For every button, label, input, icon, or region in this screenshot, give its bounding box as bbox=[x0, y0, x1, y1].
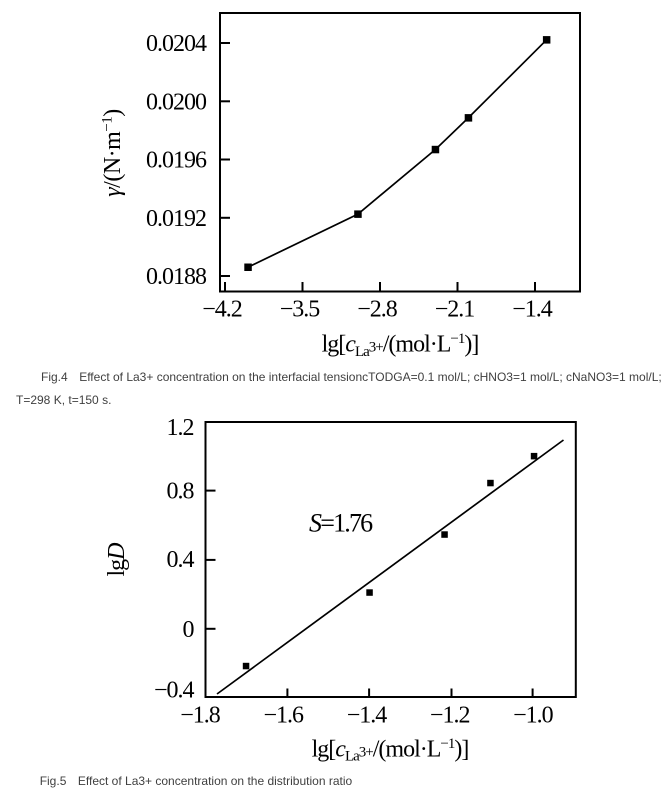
svg-text:−1.6: −1.6 bbox=[264, 702, 305, 728]
svg-text:0.0188: 0.0188 bbox=[146, 264, 207, 290]
svg-text:−4.2: −4.2 bbox=[202, 296, 242, 322]
svg-text:1.2: 1.2 bbox=[167, 415, 194, 441]
svg-text:0.0204: 0.0204 bbox=[146, 31, 207, 57]
svg-text:−0.4: −0.4 bbox=[154, 678, 195, 704]
svg-text:−3.5: −3.5 bbox=[280, 296, 321, 322]
svg-text:−2.8: −2.8 bbox=[357, 296, 398, 322]
svg-text:S=1.76: S=1.76 bbox=[309, 509, 373, 538]
svg-text:lgD: lgD bbox=[104, 543, 130, 577]
svg-text:−1.0: −1.0 bbox=[513, 702, 554, 728]
svg-text:0.4: 0.4 bbox=[167, 547, 195, 573]
svg-text:−1.2: −1.2 bbox=[430, 702, 470, 728]
svg-text:0: 0 bbox=[183, 617, 195, 643]
svg-text:γ/(N·m−1): γ/(N·m−1) bbox=[100, 109, 127, 197]
svg-text:−1.4: −1.4 bbox=[512, 296, 553, 322]
svg-text:0.0192: 0.0192 bbox=[146, 206, 206, 232]
svg-text:lg[cLa3+/(mol·L−1)]: lg[cLa3+/(mol·L−1)] bbox=[312, 736, 469, 765]
svg-text:0.8: 0.8 bbox=[167, 479, 195, 505]
svg-text:−1.8: −1.8 bbox=[180, 702, 221, 728]
svg-text:−1.4: −1.4 bbox=[347, 702, 388, 728]
svg-text:lg[cLa3+/(mol·L−1)]: lg[cLa3+/(mol·L−1)] bbox=[322, 331, 479, 360]
svg-text:0.0200: 0.0200 bbox=[146, 89, 207, 115]
svg-text:−2.1: −2.1 bbox=[435, 296, 475, 322]
svg-text:0.0196: 0.0196 bbox=[146, 148, 207, 174]
